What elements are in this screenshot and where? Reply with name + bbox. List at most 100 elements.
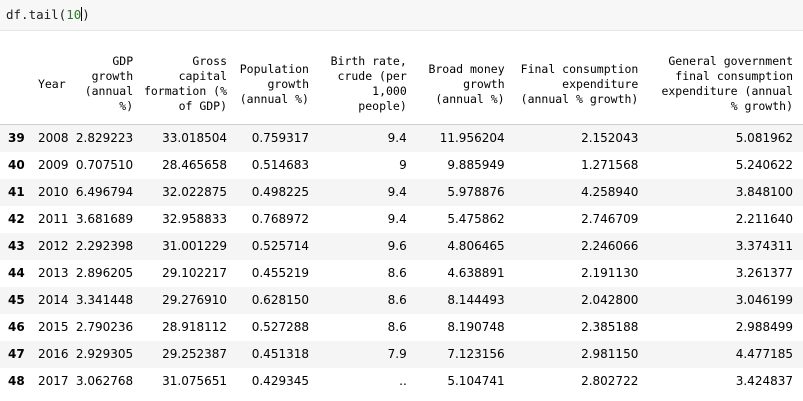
table-cell: 0.455219 (251, 266, 309, 280)
row-index: 46 (8, 320, 25, 334)
table-cell: 3.341448 (75, 293, 134, 307)
table-cell: .. (399, 374, 407, 388)
table-cell: 28.465658 (162, 158, 228, 172)
code-prefix: df.tail( (6, 7, 67, 22)
table-cell: 4.806465 (447, 239, 505, 253)
table-cell: 2.790236 (75, 320, 134, 334)
table-row: 41 2010 6.496794 32.022875 0.498225 9.4 5.9788… (0, 178, 803, 206)
table-cell: 0.525714 (251, 239, 309, 253)
table-cell: 3.681689 (75, 212, 134, 226)
table-cell: 5.475862 (447, 212, 505, 226)
table-cell: 2.746709 (581, 212, 639, 226)
table-cell: 2.929305 (75, 347, 134, 361)
table-cell: 3.046199 (735, 293, 793, 307)
table-row: 43 2012 2.292398 31.001229 0.525714 9.6 4.8064… (0, 232, 803, 260)
table-cell: 9.4 (387, 212, 407, 226)
table-row: 40 2009 0.707510 28.465658 0.514683 9 9.885949… (0, 152, 803, 179)
table-cell: 2013 (37, 266, 69, 280)
table-row: 39 2008 2.829223 33.018504 0.759317 9.4 11.956… (0, 124, 803, 152)
table-cell: 3.848100 (735, 185, 793, 199)
column-header: Birth rate, crude (per 1,000 people) (319, 44, 417, 125)
table-cell: 7.123156 (447, 347, 505, 361)
table-cell: 5.081962 (735, 131, 793, 146)
table-cell: 5.978876 (447, 185, 505, 199)
table-cell: 2011 (37, 212, 69, 226)
table-cell: 31.001229 (162, 239, 228, 253)
table-cell: 0.429345 (251, 374, 309, 388)
table-cell: 2.152043 (581, 131, 639, 146)
table-cell: 5.104741 (447, 374, 505, 388)
table-cell: 4.638891 (447, 266, 505, 280)
table-cell: 32.022875 (162, 185, 228, 199)
table-cell: 2.292398 (75, 239, 134, 253)
table-cell: 2.385188 (581, 320, 639, 334)
table-cell: 2010 (37, 185, 69, 199)
table-row: 42 2011 3.681689 32.958833 0.768972 9.4 5.4758… (0, 206, 803, 233)
table-cell: 33.018504 (162, 131, 228, 146)
table-cell: 5.240622 (735, 158, 793, 172)
table-cell: 2.829223 (75, 131, 134, 146)
table-cell: 3.261377 (735, 266, 793, 280)
table-cell: 2.802722 (581, 374, 639, 388)
table-cell: 9.4 (387, 131, 407, 146)
table-cell: 2016 (37, 347, 69, 361)
table-cell: 0.451318 (251, 347, 309, 361)
index-header (0, 44, 34, 125)
table-cell: 8.6 (387, 320, 407, 334)
table-cell: 0.759317 (251, 131, 309, 146)
table-cell: 2.191130 (581, 266, 639, 280)
table-cell: 2012 (37, 239, 69, 253)
column-header: Gross capital formation (% of GDP) (143, 44, 238, 125)
row-index: 43 (8, 239, 25, 253)
column-header: Population growth (annual %) (237, 44, 319, 125)
table-row: 47 2016 2.929305 29.252387 0.451318 7.9 7.1231… (0, 340, 803, 368)
code-cell-input[interactable]: df.tail(10) (0, 0, 803, 31)
table-cell: 11.956204 (439, 131, 505, 146)
table-cell: 0.498225 (251, 185, 309, 199)
table-cell: 2.988499 (735, 320, 793, 334)
table-cell: 2.042800 (581, 293, 639, 307)
table-cell: 8.6 (387, 266, 407, 280)
row-index: 45 (8, 293, 25, 307)
table-cell: 32.958833 (162, 212, 228, 226)
table-cell: 2008 (37, 131, 69, 146)
table-cell: 31.075651 (162, 374, 228, 388)
row-index: 44 (8, 266, 25, 280)
column-header: Year (33, 44, 76, 125)
table-cell: 0.707510 (75, 158, 134, 172)
table-cell: 2014 (37, 293, 69, 307)
table-cell: 8.144493 (447, 293, 505, 307)
table-cell: 9.885949 (447, 158, 505, 172)
table-row: 45 2014 3.341448 29.276910 0.628150 8.6 8.1444… (0, 286, 803, 314)
table-cell: 9 (399, 158, 407, 172)
table-cell: 4.477185 (735, 347, 793, 361)
row-index: 47 (8, 347, 25, 361)
table-cell: 1.271568 (581, 158, 639, 172)
column-header: GDP growth (annual %) (75, 44, 144, 125)
column-header: Final consumption expenditure (annual % … (514, 44, 649, 125)
table-row: 44 2013 2.896205 29.102217 0.455219 8.6 4.6388… (0, 260, 803, 287)
row-index: 41 (8, 185, 25, 199)
table-cell: 2.981150 (581, 347, 639, 361)
table-cell: 6.496794 (75, 185, 134, 199)
table-cell: 0.768972 (251, 212, 309, 226)
table-cell: 7.9 (387, 347, 407, 361)
code-text[interactable]: df.tail(10) (6, 7, 90, 22)
table-cell: 3.062768 (75, 374, 134, 388)
table-cell: 0.527288 (251, 320, 309, 334)
text-cursor (81, 7, 83, 21)
table-cell: 0.628150 (251, 293, 309, 307)
row-index: 42 (8, 212, 25, 226)
table-cell: 4.258940 (581, 185, 639, 199)
table-row: 48 2017 3.062768 31.075651 0.429345.. 5.10474… (0, 368, 803, 395)
table-cell: 3.374311 (735, 239, 793, 253)
row-index: 40 (8, 158, 25, 172)
table-cell: 2017 (37, 374, 69, 388)
table-cell: 2.246066 (581, 239, 639, 253)
table-cell: 0.514683 (251, 158, 309, 172)
row-index: 39 (8, 131, 25, 146)
table-cell: 9.6 (387, 239, 407, 253)
column-header: General government final consumption exp… (648, 44, 803, 125)
table-cell: 29.276910 (162, 293, 228, 307)
table-cell: 29.102217 (162, 266, 228, 280)
